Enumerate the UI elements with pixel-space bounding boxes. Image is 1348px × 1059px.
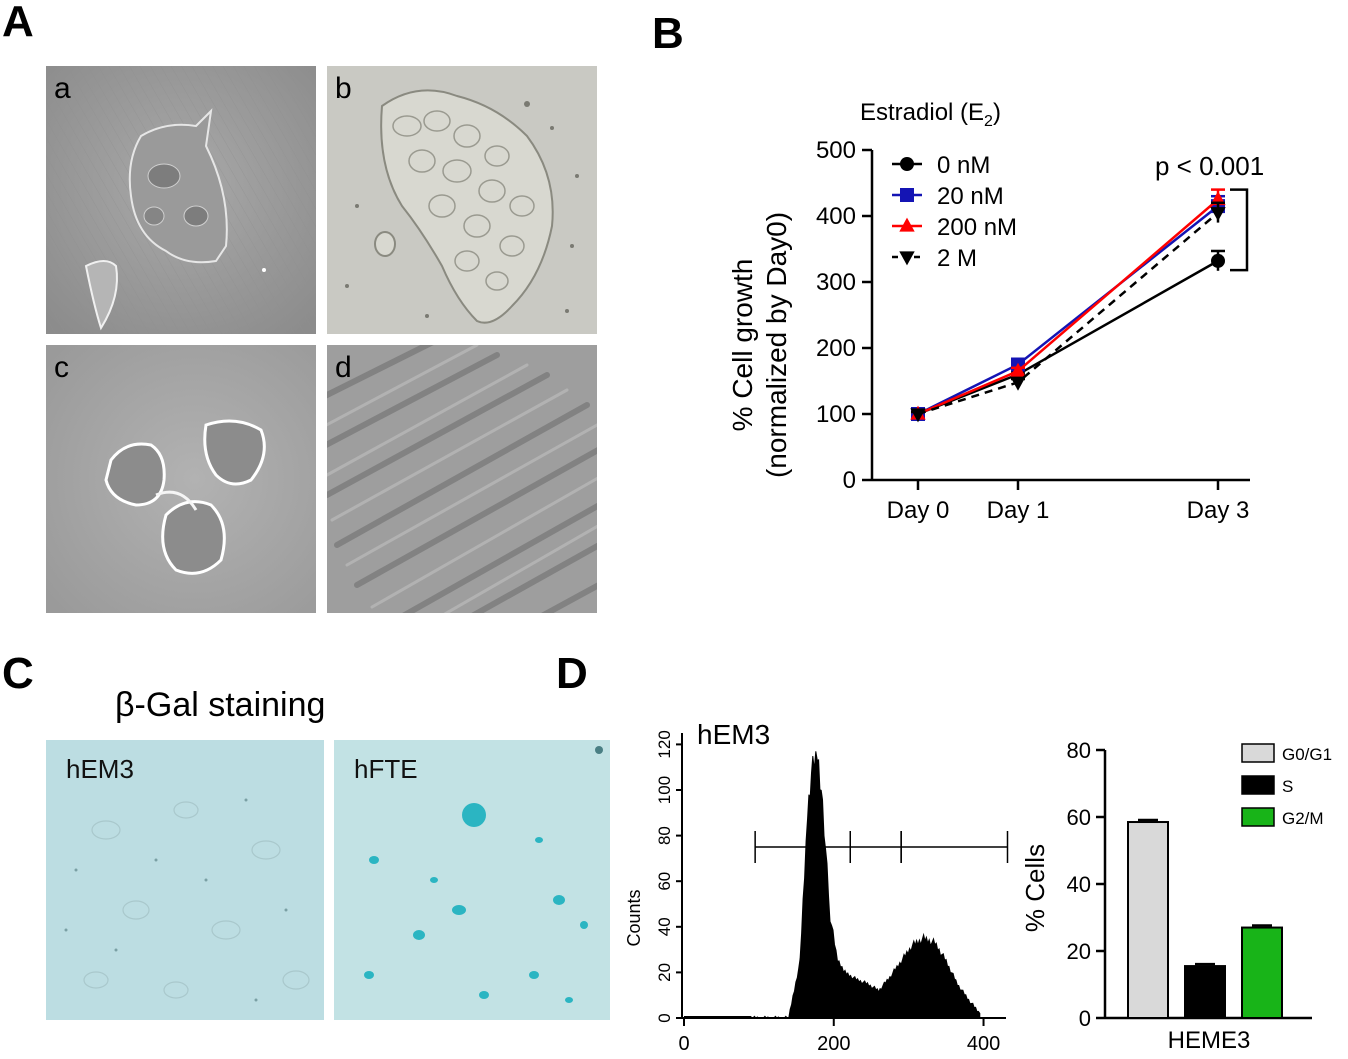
- y-tick-label: 60: [655, 872, 674, 891]
- y-tick-label: 40: [1067, 872, 1091, 897]
- x-tick-label: 200: [817, 1033, 850, 1055]
- bar: [1127, 821, 1169, 1020]
- x-category-label: HEME3: [1168, 1027, 1251, 1054]
- y-tick-label: 60: [1067, 805, 1091, 830]
- cell-cycle-bar-chart: 0 20 40 60 80 % Cells HEME3 G0/G1 S G2/M: [1020, 738, 1332, 1054]
- legend-marker: [899, 251, 915, 266]
- y-tick-label: 40: [655, 917, 674, 936]
- subpanel-label-b: b: [335, 72, 352, 105]
- legend-swatch: [1241, 743, 1275, 763]
- subpanel-label-d: d: [335, 351, 352, 384]
- series-3: [910, 201, 1226, 423]
- y-tick-label: 200: [816, 335, 856, 362]
- series-2: [910, 188, 1226, 420]
- stain-label-hfte: hFTE: [354, 754, 418, 784]
- micrograph-c: c: [46, 345, 316, 613]
- y-tick-label: 500: [816, 137, 856, 164]
- y-axis-label: % Cell growth: [727, 259, 758, 432]
- legend-swatch: [1241, 775, 1275, 795]
- histogram-area: [751, 751, 981, 1019]
- x-tick-label: Day 0: [887, 497, 950, 524]
- y-tick-label: 400: [816, 203, 856, 230]
- legend-label: 2 M: [937, 245, 977, 272]
- data-point: [1010, 376, 1026, 391]
- y-tick-label: 100: [816, 401, 856, 428]
- panel-letter-b: B: [652, 9, 684, 58]
- y-axis-label-secondary: (normalized by Day0): [761, 212, 792, 478]
- legend-marker: [900, 157, 914, 171]
- stain-label-hem3: hEM3: [66, 754, 134, 784]
- legend-label: 0 nM: [937, 152, 990, 179]
- micrograph-d: d: [327, 345, 597, 613]
- micrograph-a: a: [46, 66, 316, 334]
- y-tick-label: 20: [1067, 939, 1091, 964]
- subpanel-label-a: a: [54, 72, 71, 105]
- legend-label: G0/G1: [1282, 745, 1332, 764]
- x-tick-label: Day 3: [1187, 497, 1250, 524]
- panel-letter-d: D: [556, 649, 588, 698]
- bar: [1241, 926, 1283, 1019]
- y-tick-label: 0: [843, 467, 856, 494]
- data-point: [1211, 253, 1225, 268]
- data-point: [910, 408, 926, 423]
- y-axis-label: % Cells: [1020, 844, 1050, 932]
- y-tick-label: 300: [816, 269, 856, 296]
- y-tick-label: 0: [655, 1013, 674, 1022]
- legend-label: 200 nM: [937, 214, 1017, 241]
- legend-label: 20 nM: [937, 183, 1004, 210]
- growth-line-chart: Estradiol (E2) % Cell growth (normalized …: [727, 99, 1264, 524]
- legend-marker: [899, 217, 915, 232]
- significance-bracket: [1230, 188, 1249, 272]
- x-tick-label: 400: [967, 1033, 1000, 1055]
- data-point: [1210, 207, 1226, 222]
- data-point: [1010, 362, 1026, 377]
- beta-gal-title: β-Gal staining: [115, 686, 326, 724]
- x-tick-label: 0: [678, 1033, 689, 1055]
- y-axis-label: Counts: [624, 889, 644, 946]
- y-tick-label: 0: [1079, 1006, 1091, 1031]
- y-tick-label: 120: [655, 730, 674, 758]
- stain-image-hfte: hFTE: [334, 740, 610, 1020]
- legend-label: S: [1282, 777, 1293, 796]
- panel-letter-c: C: [2, 649, 34, 698]
- legend-title: Estradiol (E2): [860, 99, 1001, 130]
- stain-image-hem3: hEM3: [46, 740, 324, 1020]
- micrograph-b: b: [327, 66, 597, 334]
- legend-marker: [900, 188, 914, 202]
- p-value-annotation: p < 0.001: [1155, 151, 1264, 181]
- y-tick-label: 80: [655, 826, 674, 845]
- y-tick-label: 80: [1067, 738, 1091, 763]
- panel-letter-a: A: [2, 0, 34, 46]
- legend-label: G2/M: [1282, 809, 1324, 828]
- x-tick-label: Day 1: [987, 497, 1050, 524]
- bar: [1184, 965, 1226, 1019]
- legend-swatch: [1241, 807, 1275, 827]
- y-tick-label: 20: [655, 963, 674, 982]
- dna-content-histogram: hEM3 0 20 40 60 80 100 120 0 200 400 Counts: [624, 719, 1009, 1055]
- histogram-title: hEM3: [697, 719, 770, 750]
- y-tick-label: 100: [655, 776, 674, 804]
- subpanel-label-c: c: [54, 351, 69, 384]
